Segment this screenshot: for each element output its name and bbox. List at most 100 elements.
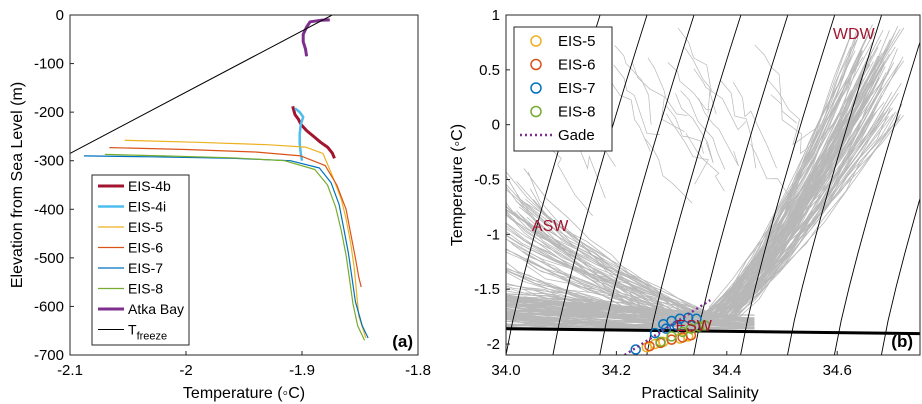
panel-b-series-gade	[624, 299, 711, 355]
panel-a-series-atka-bay	[301, 18, 330, 57]
ctd-profile	[506, 293, 755, 321]
panel-a-legend-label-text: EIS-4i	[128, 199, 166, 215]
isopycnal	[787, 15, 883, 355]
panel-a-legend-label: EIS-4i	[128, 199, 166, 215]
panel-a-legend-label: EIS-5	[128, 219, 163, 235]
panel-a-legend-label-text: EIS-4b	[128, 178, 171, 194]
ctd-profile	[710, 56, 864, 311]
water-mass-label: ESW	[675, 318, 712, 335]
ctd-profile	[705, 80, 861, 314]
panel-b-ytick-label: 0.5	[479, 62, 500, 79]
ctd-profile	[506, 303, 755, 327]
panel-a: -2.1 -2 -1.9 -1.8 0 -100 -200 -300 -400 -500 -600…	[9, 7, 431, 402]
panel-a-axes-box	[69, 14, 419, 356]
panel-a-series-eis-6	[109, 147, 362, 288]
ctd-profile	[506, 314, 755, 330]
panel-a-ytick-label: -100	[34, 56, 64, 73]
panel-a-series-eis-5	[124, 139, 367, 339]
ctd-profile	[754, 44, 797, 124]
ctd-profile	[666, 105, 704, 154]
ctd-profile	[707, 104, 866, 313]
panel-a-ylabel: Elevation from Sea Level (m)	[9, 82, 26, 288]
panel-b-freezing-line	[506, 327, 920, 336]
panel-a-ytick-label: -400	[34, 201, 64, 218]
ctd-profile	[506, 268, 672, 321]
panel-b-xtick-label: 34.6	[823, 362, 852, 379]
ctd-profile	[526, 216, 713, 323]
data-point	[655, 336, 666, 348]
ctd-profile	[732, 116, 890, 318]
panel-a-xlabel: Temperature (◦C)	[183, 385, 305, 402]
panel-b-legend-swatch	[530, 35, 542, 47]
water-mass-label: ASW	[532, 218, 569, 235]
panel-a-legend-label-text: EIS-8	[128, 281, 163, 297]
ctd-profile	[506, 238, 659, 316]
ctd-profile	[704, 97, 876, 316]
panel-a-series-eis-4i	[294, 107, 305, 161]
panel-a-label: (a)	[392, 332, 413, 351]
panel-b-ytick-label: -0.5	[474, 172, 500, 189]
ctd-profile	[610, 82, 651, 152]
panel-b-series	[624, 299, 711, 355]
panel-a-legend-label-text: Atka Bay	[128, 301, 184, 317]
ctd-profile	[731, 95, 882, 317]
ctd-profile	[767, 79, 823, 146]
ctd-profile	[693, 68, 747, 131]
panel-b-xtick-label: 34.0	[491, 362, 520, 379]
ctd-profile	[727, 114, 901, 319]
ctd-profile	[722, 91, 893, 313]
ctd-profile	[666, 113, 709, 185]
ctd-profile	[526, 224, 677, 318]
data-point	[666, 331, 677, 342]
ctd-profile	[677, 27, 711, 114]
isopycnal	[599, 15, 695, 355]
panel-b-legend-label: EIS-6	[558, 57, 596, 74]
panel-b-ytick-label: -1.5	[474, 281, 500, 298]
isopycnal	[740, 15, 836, 355]
ctd-profile	[506, 304, 755, 326]
ctd-profile	[680, 90, 726, 170]
ctd-profile	[706, 116, 901, 312]
panel-b-series-eis-6	[644, 330, 697, 352]
panel-a-series-t	[70, 15, 333, 154]
panel-b-legend-items: EIS-5 EIS-6 EIS-7 EIS-8 Gade	[520, 33, 596, 144]
panel-a-xtick-label: -2.1	[57, 362, 83, 379]
isopycnal	[880, 196, 920, 355]
data-point	[699, 320, 710, 331]
ctd-profile	[675, 93, 714, 164]
panel-a-series-eis-4b	[291, 105, 336, 159]
ctd-profile	[728, 55, 852, 310]
panel-a-ytick-label: -300	[34, 153, 64, 170]
ctd-profile	[613, 64, 661, 135]
panel-b-legend: EIS-5 EIS-6 EIS-7 EIS-8 Gade	[513, 26, 613, 152]
panel-a-xtick-label: -1.8	[405, 362, 431, 379]
panel-b-ytick-label: 1	[492, 7, 500, 24]
ctd-profile	[734, 112, 885, 311]
ctd-profile	[705, 39, 882, 316]
panel-a-legend-items: EIS-4b EIS-4i EIS-5 EIS-6 EIS-7 EIS-8 Atka Bay…	[98, 178, 184, 343]
panel-b-isopycnals	[506, 15, 920, 355]
ctd-profile	[750, 143, 793, 211]
panel-a-legend-label: EIS-8	[128, 281, 163, 297]
ctd-profile	[506, 238, 700, 318]
ctd-profile	[614, 45, 652, 125]
ctd-profile	[706, 27, 905, 312]
panel-b-legend-swatch	[530, 82, 542, 94]
panel-b-ytick-label: -2	[487, 336, 500, 353]
data-point	[644, 340, 655, 352]
ctd-profile	[728, 39, 857, 322]
panel-a-xtick-label: -1.9	[289, 362, 315, 379]
panel-b: WDW ASW ESW 34.0 34.2 34.4 34.6 1 0.5 0 -0.5 -1 -1…	[449, 7, 921, 402]
panel-a-legend-label-subscript: freeze	[137, 331, 168, 343]
data-point	[693, 321, 705, 332]
panel-a-legend-label: EIS-7	[128, 260, 163, 276]
panel-a-legend-label-text: T	[128, 322, 137, 338]
ctd-profile	[685, 132, 725, 192]
panel-b-ytick-label: -1	[487, 226, 500, 243]
ctd-profile	[506, 189, 723, 318]
ctd-profile	[720, 80, 757, 169]
ctd-profile	[724, 46, 852, 318]
ctd-profile	[506, 185, 683, 318]
ctd-profile	[732, 82, 777, 169]
